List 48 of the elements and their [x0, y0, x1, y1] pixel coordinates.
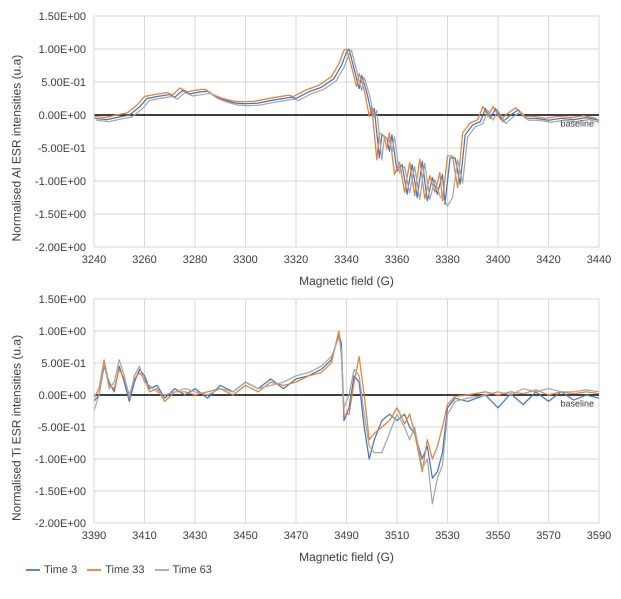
- y-axis-title: Normalised Ti ESR intensities (u.a): [9, 334, 24, 521]
- x-tick-label: 3550: [486, 530, 510, 542]
- y-tick-label: -5.00E-01: [38, 142, 86, 155]
- y-tick-label: 0.00E+00: [38, 390, 86, 402]
- x-tick-label: 3340: [334, 254, 359, 266]
- x-tick-label: 3490: [334, 530, 359, 542]
- y-tick-label: -1.00E+00: [34, 176, 86, 188]
- ref-line-label: baseline: [560, 398, 594, 408]
- x-axis-title: Magnetic field (G): [299, 274, 394, 288]
- x-tick-label: 3510: [384, 530, 410, 542]
- x-tick-label: 3590: [586, 530, 612, 542]
- legend-label: Time 3: [44, 564, 78, 576]
- x-tick-label: 3570: [536, 530, 561, 542]
- x-tick-label: 3430: [182, 530, 208, 542]
- y-tick-label: -5.00E-01: [38, 422, 86, 434]
- x-tick-label: 3530: [435, 530, 460, 542]
- x-tick-label: 3420: [536, 254, 561, 266]
- y-tick-label: -1.50E+00: [34, 208, 86, 221]
- x-tick-label: 3360: [384, 254, 410, 266]
- y-tick-label: -2.00E+00: [34, 242, 86, 254]
- y-tick-label: 5.00E-01: [41, 358, 86, 370]
- y-tick-label: 0.00E+00: [38, 110, 86, 122]
- y-tick-label: 1.00E+00: [38, 326, 86, 338]
- x-tick-label: 3280: [182, 254, 208, 266]
- x-tick-label: 3320: [284, 254, 308, 266]
- y-tick-label: 1.00E+00: [38, 44, 86, 56]
- x-tick-label: 3400: [486, 254, 510, 266]
- x-tick-label: 3390: [82, 530, 106, 542]
- ref-line-label: baseline: [560, 118, 594, 128]
- x-tick-label: 3260: [132, 254, 157, 266]
- x-tick-label: 3410: [132, 530, 157, 542]
- y-tick-label: -1.00E+00: [34, 454, 86, 466]
- x-axis-title: Magnetic field (G): [299, 550, 394, 564]
- y-tick-label: -2.00E+00: [34, 518, 86, 530]
- y-axis-title: Normalised Al ESR intensities (u.a): [9, 54, 24, 242]
- x-tick-label: 3440: [586, 254, 612, 266]
- x-tick-label: 3470: [284, 530, 308, 542]
- line-series: [94, 336, 599, 504]
- x-tick-label: 3240: [82, 254, 106, 266]
- y-tick-label: 1.50E+00: [38, 10, 86, 23]
- y-tick-label: 5.00E-01: [41, 76, 86, 89]
- legend-label: Time 63: [172, 564, 212, 576]
- x-tick-label: 3300: [233, 254, 258, 266]
- x-tick-label: 3380: [435, 254, 460, 266]
- y-tick-label: 1.50E+00: [38, 294, 86, 306]
- x-tick-label: 3450: [233, 530, 258, 542]
- legend-label: Time 33: [105, 564, 145, 576]
- y-tick-label: -1.50E+00: [34, 486, 86, 498]
